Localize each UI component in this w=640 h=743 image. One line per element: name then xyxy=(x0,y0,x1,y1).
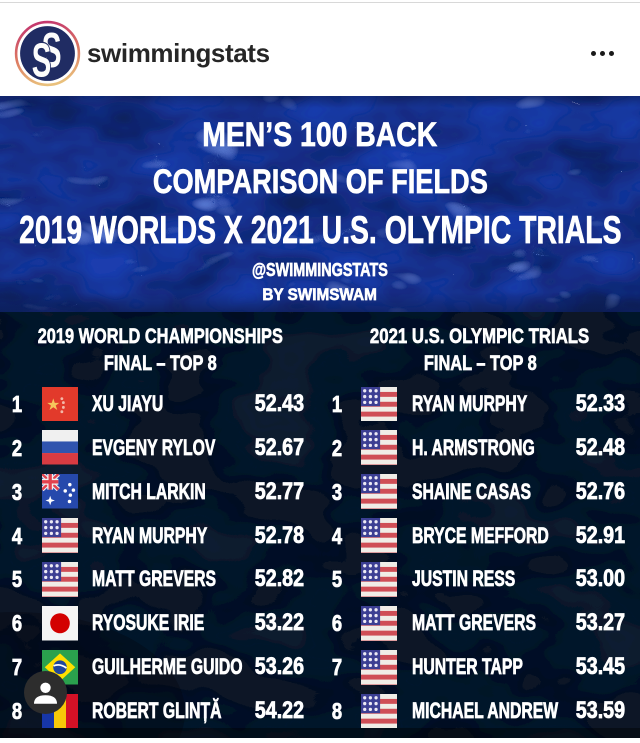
svg-text:S: S xyxy=(32,34,52,87)
svg-text:S: S xyxy=(42,22,62,78)
